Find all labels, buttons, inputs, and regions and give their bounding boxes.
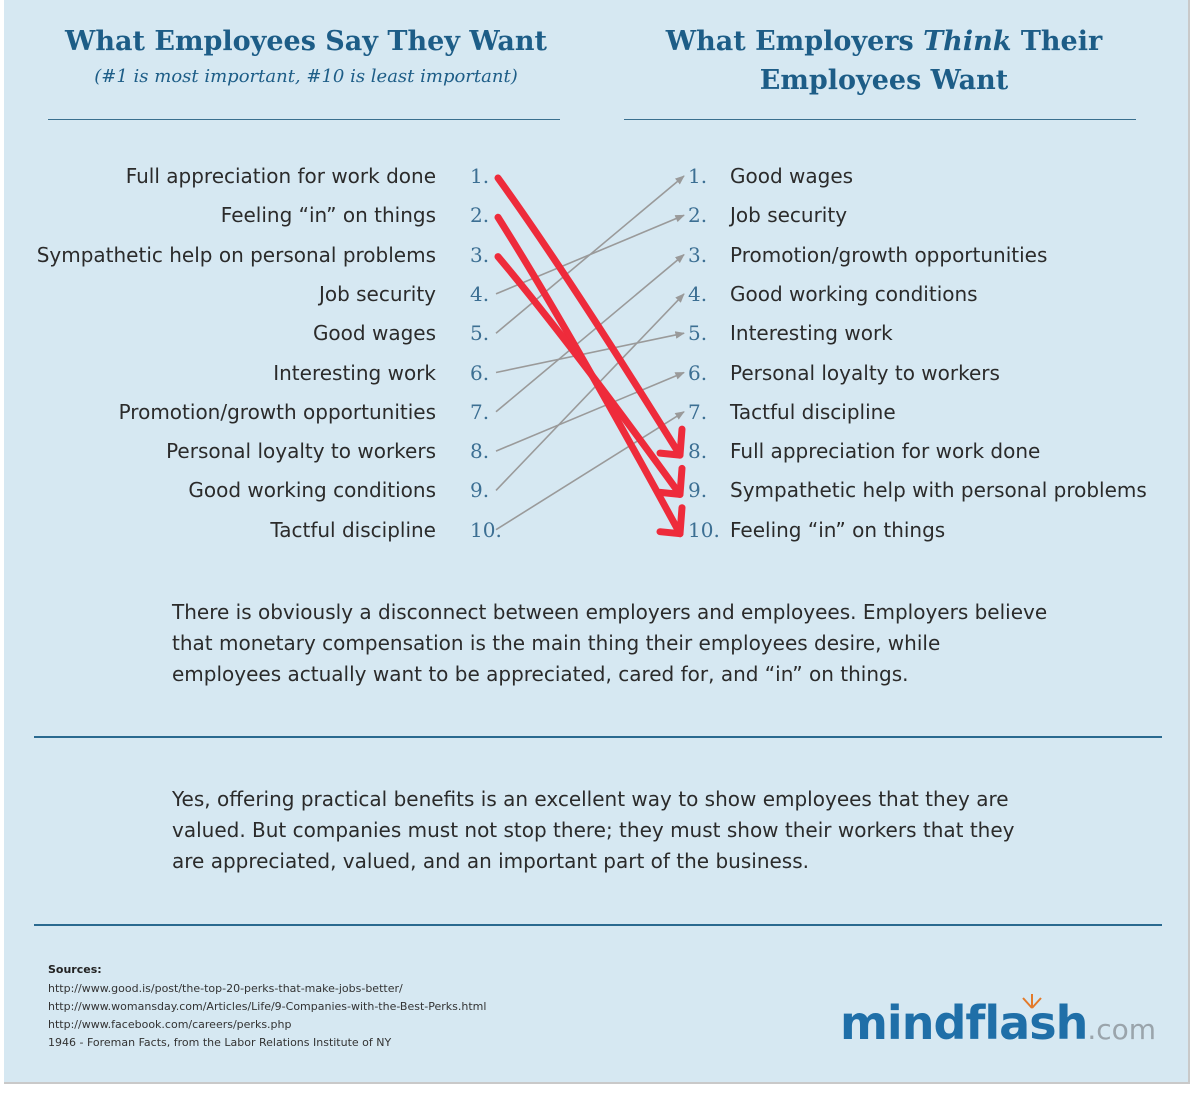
source-citation: 1946 - Foreman Facts, from the Labor Rel… bbox=[48, 1036, 392, 1049]
left-item-number: 2. bbox=[470, 203, 490, 228]
left-subheading: (#1 is most important, #10 is least impo… bbox=[94, 66, 518, 87]
left-item-label: Sympathetic help on personal problems bbox=[36, 242, 436, 267]
right-heading-divider bbox=[624, 119, 1136, 120]
left-item-number: 1. bbox=[470, 164, 490, 188]
highlight-arrowhead bbox=[656, 504, 686, 538]
right-item-label: Good working conditions bbox=[730, 281, 978, 306]
right-item-number: 4. bbox=[688, 281, 708, 306]
left-item-label: Good working conditions bbox=[188, 478, 436, 503]
connector-line bbox=[495, 293, 685, 491]
right-item-number: 1. bbox=[688, 164, 708, 188]
left-item-label: Good wages bbox=[312, 321, 436, 346]
left-item-number: 6. bbox=[470, 360, 490, 385]
highlight-arrow bbox=[494, 253, 684, 498]
highlight-arrow bbox=[494, 213, 684, 538]
source-link[interactable]: http://www.good.is/post/the-top-20-perks… bbox=[48, 982, 403, 995]
left-item-label: Full appreciation for work done bbox=[125, 164, 436, 188]
right-heading-emphasis: Think bbox=[923, 26, 1012, 57]
logo-tld: .com bbox=[1087, 1013, 1157, 1046]
right-item-number: 10. bbox=[688, 517, 720, 542]
right-item-label: Good wages bbox=[730, 164, 854, 188]
right-item-number: 9. bbox=[688, 478, 708, 503]
right-item-number: 7. bbox=[688, 399, 708, 424]
right-item-label: Personal loyalty to workers bbox=[730, 360, 1000, 385]
left-item-label: Job security bbox=[318, 281, 436, 306]
right-item-label: Sympathetic help with personal problems bbox=[730, 478, 1147, 503]
right-item-number: 6. bbox=[688, 360, 708, 385]
connector-line bbox=[495, 371, 685, 452]
right-heading-line2: Employees Want bbox=[759, 65, 1009, 96]
logo-name: mindflash bbox=[840, 996, 1088, 1050]
right-heading: What Employers Think Their Employees Wan… bbox=[624, 22, 1144, 100]
left-item-number: 7. bbox=[470, 399, 490, 424]
left-item-number: 3. bbox=[470, 242, 490, 267]
connector-line bbox=[495, 411, 685, 531]
source-link[interactable]: http://www.facebook.com/careers/perks.ph… bbox=[48, 1018, 292, 1031]
highlight-arrowhead bbox=[656, 425, 686, 459]
left-item-number: 5. bbox=[470, 321, 490, 346]
left-item-label: Tactful discipline bbox=[270, 517, 436, 542]
highlight-arrowhead bbox=[656, 464, 686, 498]
left-item-number: 4. bbox=[470, 281, 490, 306]
sources-title: Sources: bbox=[48, 963, 102, 976]
left-heading-divider bbox=[48, 119, 560, 120]
highlight-arrow bbox=[494, 174, 684, 459]
left-item-label: Feeling “in” on things bbox=[220, 203, 436, 228]
left-item-label: Personal loyalty to workers bbox=[166, 439, 436, 464]
right-item-label: Interesting work bbox=[730, 321, 893, 346]
left-item-label: Promotion/growth opportunities bbox=[118, 399, 436, 424]
left-item-number: 8. bbox=[470, 439, 490, 464]
left-item-number: 9. bbox=[470, 478, 490, 503]
connector-lines bbox=[494, 174, 686, 538]
connector-line bbox=[495, 331, 685, 374]
right-item-number: 2. bbox=[688, 203, 708, 228]
right-item-label: Promotion/growth opportunities bbox=[730, 242, 1048, 267]
left-item-label: Interesting work bbox=[273, 360, 436, 385]
right-item-number: 3. bbox=[688, 242, 708, 267]
right-heading-part2: Their bbox=[1011, 26, 1103, 57]
source-link[interactable]: http://www.womansday.com/Articles/Life/9… bbox=[48, 1000, 487, 1013]
right-item-label: Job security bbox=[730, 203, 848, 228]
right-item-label: Feeling “in” on things bbox=[730, 517, 946, 542]
connector-line bbox=[495, 175, 685, 334]
benefits-paragraph: Yes, offering practical benefits is an e… bbox=[172, 787, 1015, 873]
right-heading-part1: What Employers bbox=[665, 26, 924, 57]
right-item-label: Full appreciation for work done bbox=[730, 439, 1041, 464]
infographic-panel: What Employees Say They Want (#1 is most… bbox=[4, 0, 1190, 1084]
mindflash-logo: mindflash.com bbox=[840, 994, 1157, 1050]
right-item-number: 8. bbox=[688, 439, 708, 464]
disconnect-paragraph: There is obviously a disconnect between … bbox=[172, 600, 1048, 686]
connector-line bbox=[495, 253, 685, 413]
left-heading: What Employees Say They Want bbox=[65, 26, 547, 57]
section-divider-2 bbox=[34, 924, 1162, 926]
right-item-label: Tactful discipline bbox=[730, 399, 896, 424]
right-item-number: 5. bbox=[688, 321, 708, 346]
spark-icon bbox=[1022, 994, 1042, 1009]
section-divider-1 bbox=[34, 736, 1162, 738]
